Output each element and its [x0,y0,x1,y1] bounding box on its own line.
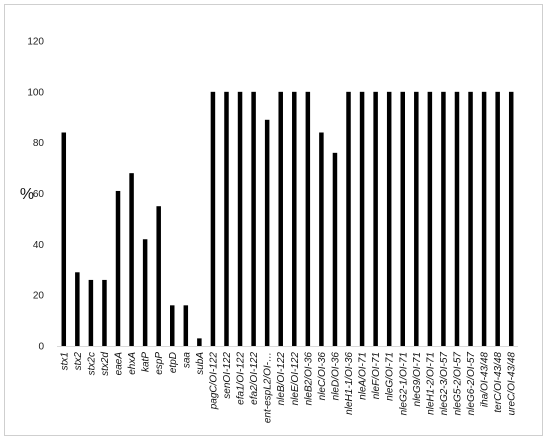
bar [305,91,311,346]
bar [251,91,256,346]
bar [468,91,473,346]
y-tick-label: 100 [27,87,44,98]
bar [278,91,283,346]
x-tick-label: nleE/OI-122 [290,352,301,406]
bar [115,190,121,346]
x-tick-label: etpD [168,352,179,373]
bar [102,279,107,346]
bar [481,91,487,346]
x-tick-label: nleH1-2/OI-71 [425,352,436,415]
bar [427,91,433,346]
bar [373,91,378,346]
bar [129,173,134,346]
x-tick-label: espP [154,352,165,375]
bar [359,91,365,346]
x-tick-label: stx2c [86,352,97,375]
x-tick-label: subA [195,352,206,375]
bar [495,91,500,346]
bar [197,338,202,346]
y-tick-label: 120 [27,37,44,48]
y-tick-label: 60 [33,189,45,200]
bar [210,91,216,346]
x-tick-label: senOI-122 [222,352,233,399]
x-tick-label: stx2d [100,352,111,376]
bar [454,91,460,346]
bar [386,91,392,346]
y-tick-label: 40 [33,240,45,251]
y-tick-label: 20 [33,291,45,302]
x-tick-label: nleD/OI-36 [330,352,341,401]
x-tick-label: nleG9/OI-71 [412,352,423,406]
x-tick-label: efa2/OI-122 [249,352,260,405]
x-tick-label: nleG6-2/OI-57 [466,352,477,416]
x-tick-label: stx2 [73,352,84,371]
x-tick-label: nleA/OI-71 [358,352,369,400]
bar [346,91,351,346]
bar [319,132,324,346]
bar [224,91,229,346]
y-tick-label: 0 [38,342,44,353]
bar-chart: 0 20 40 60 80 100 120 % stx1 stx2 stx2c stx2d eaeA… [20,37,518,424]
x-tick-label: eaeA [114,352,125,376]
x-tick-label: pagC/OI-122 [208,352,219,411]
x-tick-label: nleG2-3/OI-57 [439,352,450,416]
x-tick-label: nleB2/OI-36 [303,352,314,406]
x-tick-label: efa1/OI-122 [236,352,247,405]
bar [142,239,148,346]
x-tick-label: nleH1-1/OI-36 [344,352,355,415]
bar [61,132,67,346]
x-tick-label: stx1 [59,352,70,370]
bar [414,91,419,346]
y-tick-label: 80 [33,138,45,149]
x-axis-labels: stx1 stx2 stx2c stx2d eaeA ehxA katP espP etpD sa… [59,352,517,424]
x-tick-label: nleC/OI-36 [317,352,328,401]
y-axis-label: % [20,186,34,203]
x-tick-label: nleG/OI-71 [385,352,396,401]
x-tick-label: saa [181,352,192,369]
bar [75,272,80,346]
bar [400,91,405,346]
x-tick-label: nleG5-2/OI-57 [452,352,463,416]
bar-series [61,91,514,347]
bar [156,206,161,346]
bar [88,279,94,346]
bar [183,305,189,346]
y-axis: 0 20 40 60 80 100 120 [27,37,44,353]
x-tick-label: nleB/OI-122 [276,352,287,406]
bar [170,305,175,346]
x-tick-label: ehxA [127,352,138,375]
bar [332,152,338,346]
x-tick-label: nleF/OI-71 [371,352,382,399]
chart-frame: 0 20 40 60 80 100 120 % stx1 stx2 stx2c stx2d eaeA… [4,4,543,436]
bar [441,91,446,346]
x-tick-label: nleG2-1/OI-71 [398,352,409,415]
bar [508,91,514,346]
bar [237,91,243,346]
x-tick-label: ureC/OI-43/48 [507,352,518,416]
x-tick-label: ent-espL2/OI-… [263,352,274,423]
bar [264,119,270,347]
x-tick-label: katP [141,352,152,372]
x-tick-label: iha/OI-43/48 [480,352,491,407]
x-tick-label: terC/OI-43/48 [493,352,504,413]
bar [292,91,297,346]
